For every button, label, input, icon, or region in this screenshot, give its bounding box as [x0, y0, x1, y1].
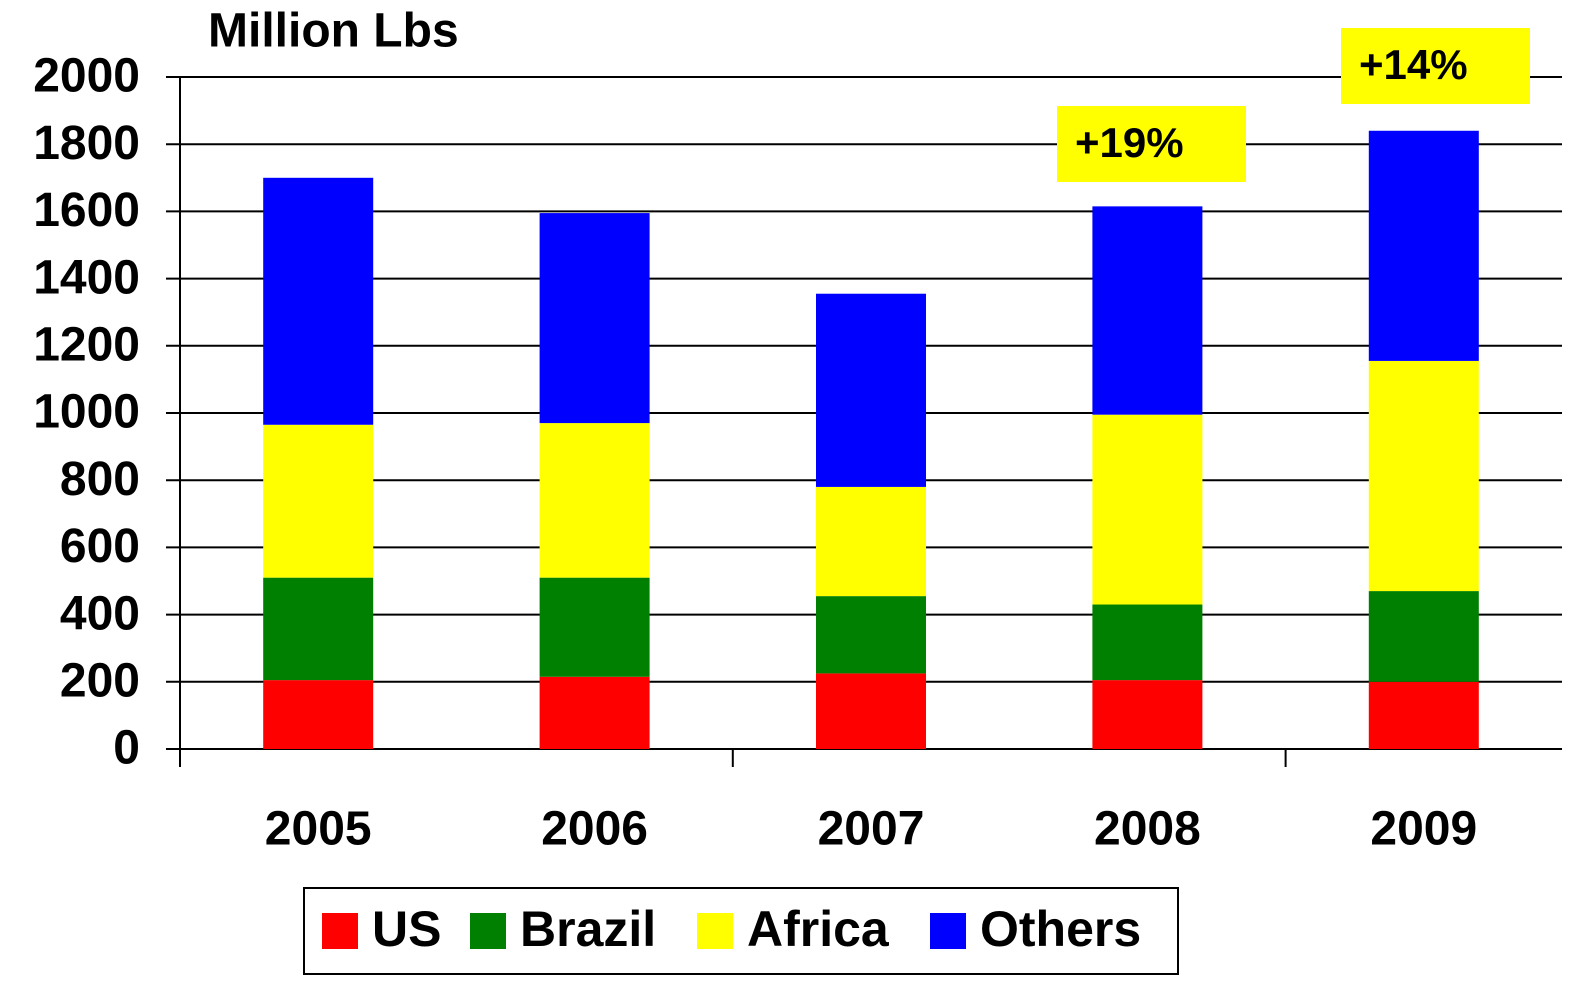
bar-segment [1368, 591, 1479, 682]
y-tick-label: 600 [60, 520, 140, 573]
bar-segment [539, 577, 650, 677]
bar-segment [816, 486, 926, 597]
bar-segment [1368, 681, 1479, 749]
annotation: +19% [1075, 119, 1184, 166]
bar-segment [263, 177, 374, 425]
annotation-box [1057, 106, 1246, 182]
y-tick-label: 1200 [33, 318, 140, 371]
y-tick-label: 2000 [33, 50, 140, 103]
bar-segment [1092, 414, 1203, 605]
y-tick-label: 0 [113, 722, 140, 775]
legend-swatch [697, 913, 733, 949]
bar-segment [539, 213, 650, 424]
y-tick-label: 1400 [33, 251, 140, 304]
chart-title: Million Lbs [208, 5, 459, 58]
y-tick-label: 200 [60, 654, 140, 707]
y-tick-label: 1800 [33, 117, 140, 170]
x-tick-label: 2005 [265, 803, 372, 856]
x-tick-label: 2006 [541, 803, 648, 856]
legend-swatch [322, 913, 358, 949]
bar-segment [816, 596, 926, 674]
bar-segment [539, 423, 650, 578]
bar-segment [263, 424, 374, 578]
y-tick-label: 1000 [33, 386, 140, 439]
bar-segment [263, 577, 374, 681]
x-tick-label: 2008 [1094, 803, 1201, 856]
bar-segment [816, 673, 926, 749]
bar-segment [1092, 206, 1203, 415]
annotation-box [1341, 28, 1530, 104]
bar-segment [1368, 130, 1479, 361]
bar-segment [539, 676, 650, 749]
bar-segment [1092, 680, 1203, 749]
legend-label: US [372, 901, 441, 957]
x-tick-label: 2009 [1370, 803, 1477, 856]
legend-box [303, 887, 1179, 975]
legend-swatch [470, 913, 506, 949]
bar-segment [1368, 360, 1479, 592]
legend-label: Brazil [520, 901, 656, 957]
y-tick-label: 800 [60, 453, 140, 506]
legend-label: Africa [747, 901, 890, 957]
bar-segment [1092, 604, 1203, 681]
y-tick-label: 1600 [33, 184, 140, 237]
annotation: +14% [1359, 41, 1468, 88]
y-tick-label: 400 [60, 587, 140, 640]
bar-segment [816, 293, 926, 487]
legend-label: Others [980, 901, 1141, 957]
legend-swatch [930, 913, 966, 949]
bar-segment [263, 680, 374, 749]
x-tick-label: 2007 [818, 803, 925, 856]
